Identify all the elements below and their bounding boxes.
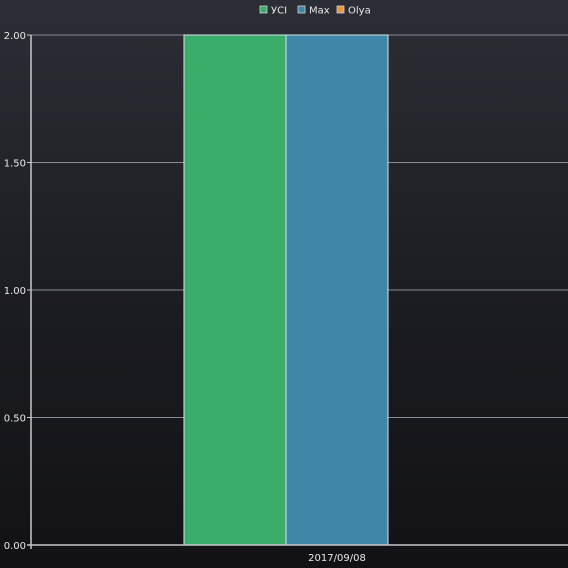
y-tick-label-1: 0.50: [4, 414, 26, 425]
legend-swatch-1: [297, 5, 306, 14]
legend[interactable]: УСІ Max Olya: [259, 5, 371, 17]
legend-item-max1[interactable]: Max: [297, 5, 330, 17]
y-tick-label-3: 1.50: [4, 159, 26, 170]
y-tick-label-2: 1.00: [4, 286, 26, 297]
bar--0[interactable]: [183, 34, 287, 546]
y-tick-label-0: 0.00: [4, 541, 26, 552]
legend-label-2: Olya: [348, 6, 371, 17]
x-tick-label-0: 2017/09/08: [308, 553, 366, 564]
legend-item-0[interactable]: УСІ: [259, 5, 287, 17]
legend-item-olya2[interactable]: Olya: [336, 5, 371, 17]
axes: [27, 34, 568, 549]
bars: [183, 34, 389, 546]
legend-swatch-0: [259, 5, 268, 14]
legend-swatch-2: [336, 5, 345, 14]
y-tick-label-4: 2.00: [4, 31, 26, 42]
bar-max-0[interactable]: [285, 34, 389, 546]
legend-label-0: УСІ: [271, 6, 287, 17]
tick-labels: 0.00 0.50 1.00 1.50 2.00 2017/09/08: [4, 31, 366, 564]
legend-label-1: Max: [309, 6, 330, 17]
